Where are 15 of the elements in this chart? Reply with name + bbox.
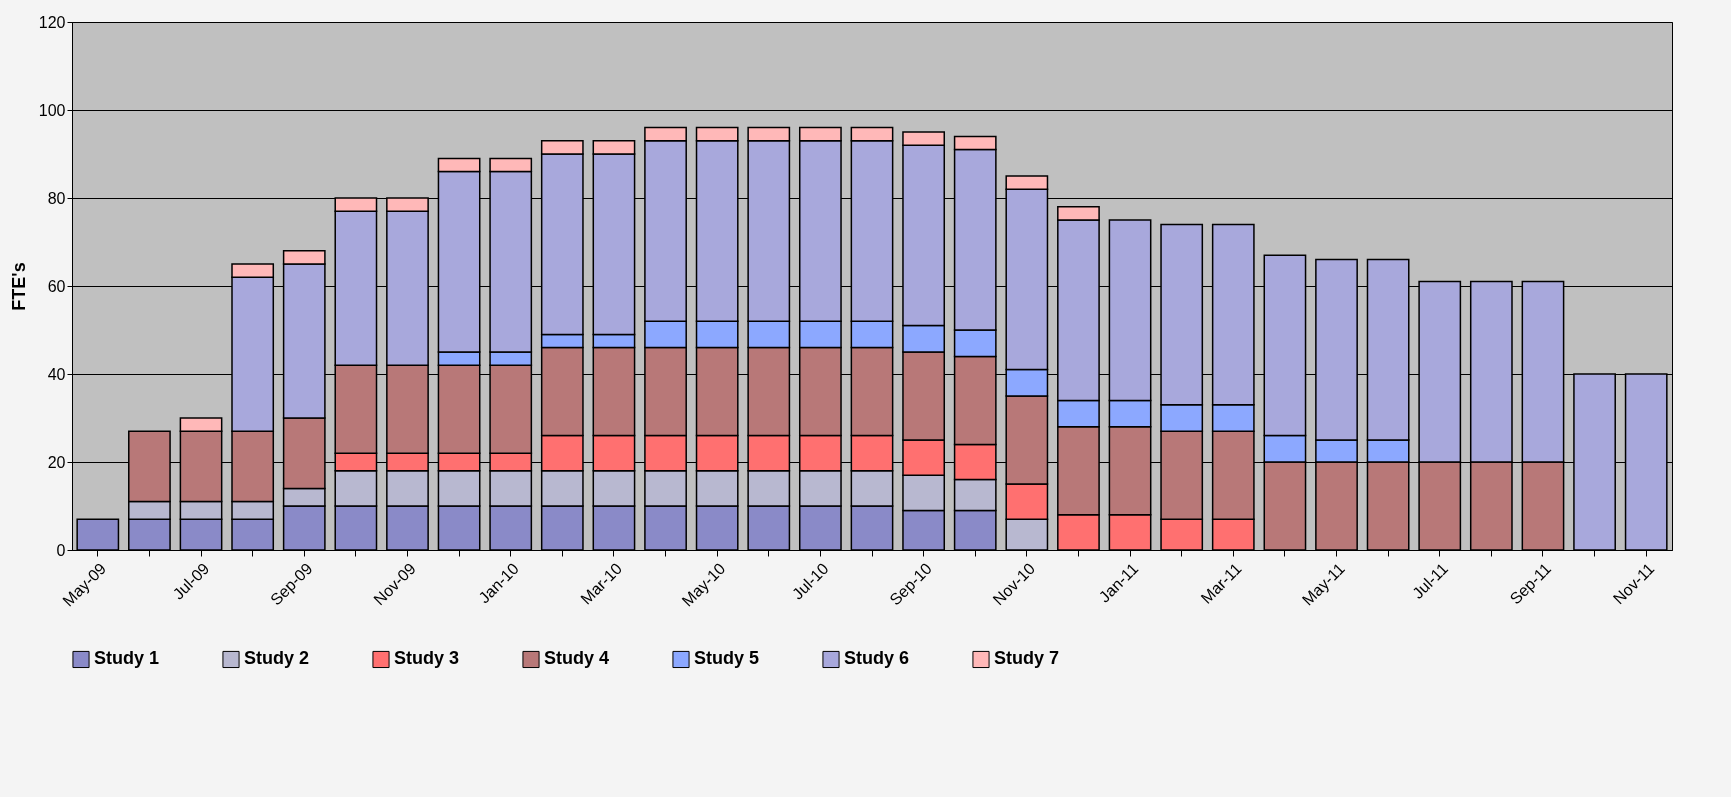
legend-label: Study 1 <box>94 648 160 669</box>
legend-label: Study 5 <box>694 648 760 669</box>
y-tick-label: 100 <box>38 101 66 119</box>
y-tick-label: 20 <box>47 453 66 471</box>
y-tick-label: 60 <box>47 277 66 295</box>
legend-label: Study 7 <box>994 648 1060 669</box>
legend-label: Study 4 <box>544 648 610 669</box>
legend-label: Study 6 <box>844 648 910 669</box>
y-tick-label: 0 <box>56 541 66 559</box>
y-tick-label: 40 <box>47 365 66 383</box>
legend-label: Study 3 <box>394 648 460 669</box>
y-axis-title: FTE's <box>8 262 29 311</box>
legend-label: Study 2 <box>244 648 310 669</box>
y-tick-label: 80 <box>47 189 66 207</box>
y-tick-label: 120 <box>38 13 66 31</box>
